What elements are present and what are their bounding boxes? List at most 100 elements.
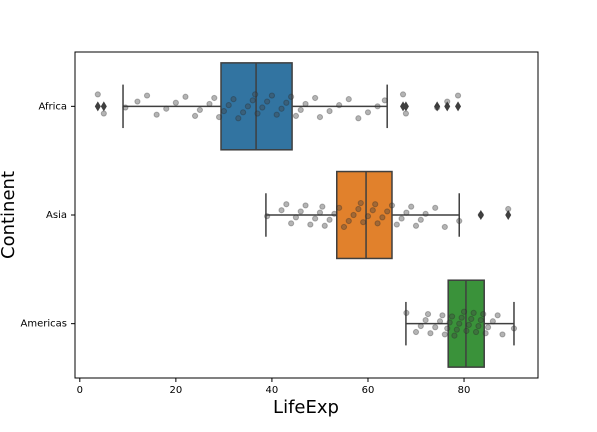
y-tick-label: Asia xyxy=(46,210,67,221)
strip-point xyxy=(489,318,496,325)
strip-point xyxy=(244,103,252,110)
strip-point xyxy=(403,209,410,216)
strip-point xyxy=(456,320,463,327)
strip-point xyxy=(453,326,460,333)
strip-point xyxy=(235,115,242,122)
strip-point xyxy=(393,221,400,228)
strip-point xyxy=(372,201,379,208)
strip-point xyxy=(477,211,484,219)
flier xyxy=(94,101,101,112)
strip-point xyxy=(288,93,295,100)
strip-point xyxy=(422,316,429,324)
strip-point xyxy=(463,327,470,334)
strip-point xyxy=(432,204,439,211)
strip-point xyxy=(470,309,477,317)
strip-point xyxy=(444,98,451,105)
strip-point xyxy=(403,309,410,317)
strip-point xyxy=(153,111,160,118)
strip-point xyxy=(424,311,432,318)
strip-point xyxy=(321,222,328,229)
strip-point xyxy=(326,108,333,115)
x-tick-label: 20 xyxy=(169,385,182,396)
strip-point xyxy=(259,104,266,111)
strip-point xyxy=(472,328,480,336)
strip-point xyxy=(417,322,424,330)
flier xyxy=(505,210,512,220)
strip-point xyxy=(211,94,218,102)
strip-point xyxy=(408,203,415,210)
strip-point xyxy=(441,331,448,338)
strip-point xyxy=(384,208,391,215)
strip-point xyxy=(319,203,326,210)
strip-point xyxy=(264,98,271,105)
strip-point xyxy=(312,94,319,102)
x-tick-label: 0 xyxy=(77,385,83,396)
strip-point xyxy=(505,205,512,213)
strip-point xyxy=(326,216,333,223)
strip-point xyxy=(292,214,300,221)
strip-point xyxy=(441,223,448,231)
strip-point xyxy=(273,111,280,118)
strip-point xyxy=(374,220,381,227)
strip-point xyxy=(345,96,352,103)
strip-point xyxy=(360,219,367,226)
flier xyxy=(455,101,462,112)
strip-point xyxy=(412,328,420,336)
strip-point xyxy=(302,202,309,209)
strip-point xyxy=(264,213,271,220)
strip-point xyxy=(249,97,256,104)
strip-point xyxy=(451,332,458,339)
strip-point xyxy=(254,110,261,117)
strip-point xyxy=(230,96,237,103)
strip-point xyxy=(100,110,107,117)
flier xyxy=(100,101,107,112)
strip-point xyxy=(172,99,179,106)
strip-point xyxy=(465,321,472,328)
x-tick-label: 60 xyxy=(362,385,375,396)
strip-point xyxy=(460,308,468,315)
strip-point xyxy=(297,208,304,215)
strip-point xyxy=(417,216,424,223)
strip-point xyxy=(458,314,465,321)
strip-point xyxy=(475,322,482,330)
strip-point xyxy=(364,213,372,220)
y-axis-label: Continent xyxy=(0,171,19,259)
strip-point xyxy=(355,205,362,213)
strip-point xyxy=(122,104,129,111)
strip-point xyxy=(252,91,259,98)
strip-point xyxy=(307,221,314,228)
y-tick-label: Africa xyxy=(38,101,67,112)
strip-point xyxy=(436,318,444,325)
strip-point xyxy=(374,103,381,110)
flier xyxy=(477,210,484,220)
strip-point xyxy=(283,99,290,106)
strip-point xyxy=(379,214,386,221)
strip-point xyxy=(215,113,223,121)
y-tick-label: Americas xyxy=(21,319,67,330)
strip-point xyxy=(163,105,170,112)
strip-point xyxy=(434,104,441,111)
strip-point xyxy=(468,315,475,322)
strip-point xyxy=(456,217,463,225)
strip-point xyxy=(355,115,362,122)
strip-point xyxy=(288,220,295,227)
strip-point xyxy=(398,215,405,222)
strip-point xyxy=(182,93,189,100)
strip-point xyxy=(446,319,453,326)
x-tick-label: 40 xyxy=(266,385,279,396)
strip-point xyxy=(448,313,456,320)
strip-point xyxy=(499,331,506,338)
strip-point xyxy=(268,92,276,99)
plot-frame xyxy=(74,51,539,379)
strip-point xyxy=(302,100,309,108)
strip-point xyxy=(191,112,199,119)
strip-point xyxy=(278,207,285,214)
strip-point xyxy=(381,97,388,104)
strip-point xyxy=(196,106,203,114)
strip-point xyxy=(412,222,420,229)
strip-point xyxy=(350,211,357,219)
strip-point xyxy=(369,207,376,214)
strip-point xyxy=(422,210,429,217)
strip-point xyxy=(427,330,434,337)
